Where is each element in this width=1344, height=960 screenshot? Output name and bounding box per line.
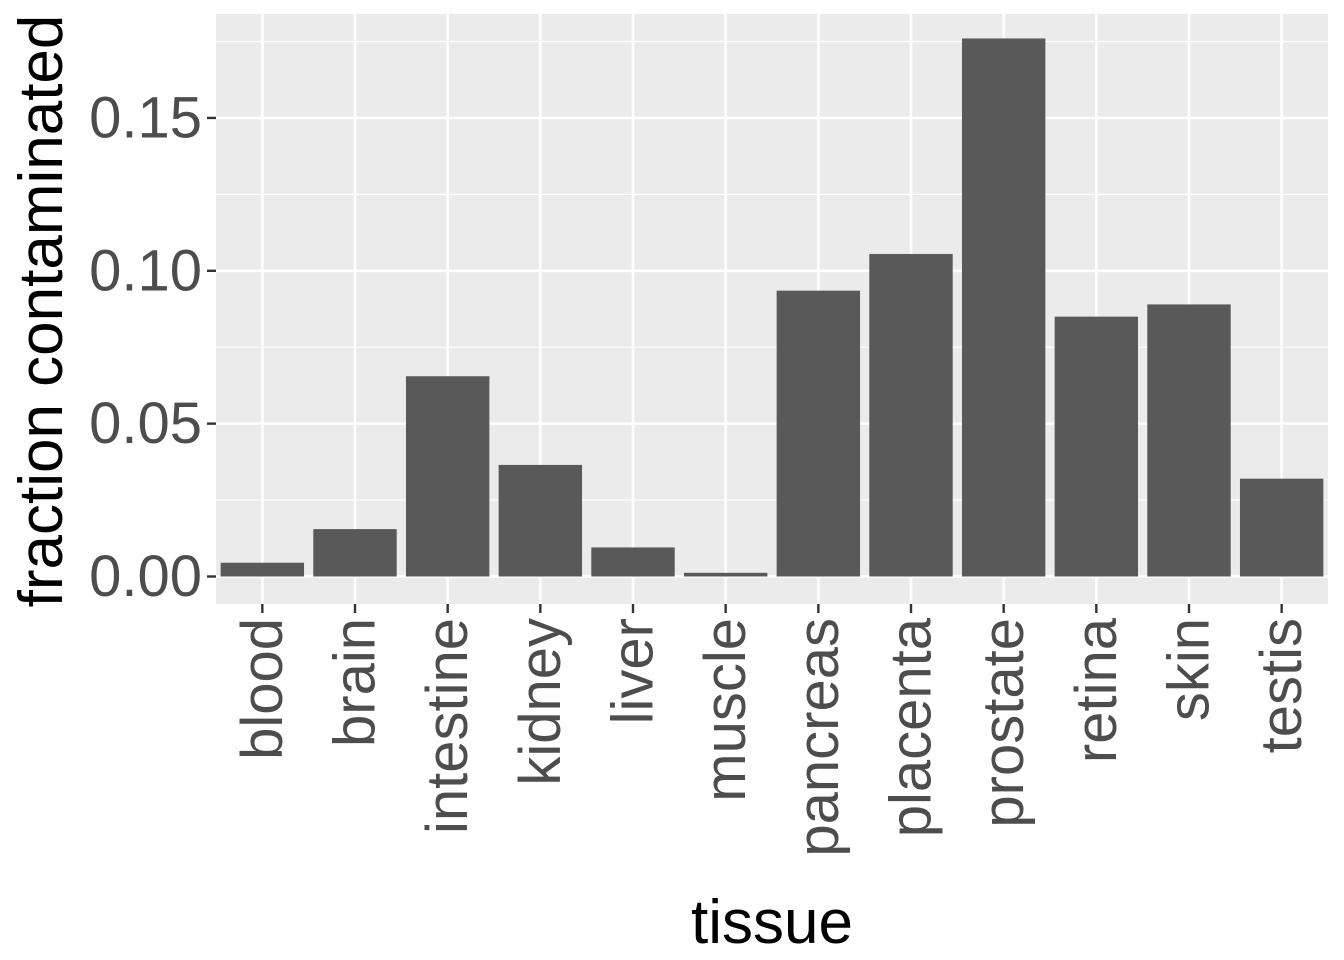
bar-testis: [1239, 478, 1324, 577]
x-tick-label-blood: blood: [230, 618, 295, 760]
minor-gridlines: [216, 40, 1328, 501]
bar-blood: [220, 562, 305, 577]
y-tick-label: 0.10: [89, 238, 202, 303]
x-tick-label-kidney: kidney: [508, 618, 573, 786]
plot-panel: [216, 14, 1328, 604]
x-tick-label-brain: brain: [323, 618, 388, 747]
bar-retina: [1054, 316, 1139, 577]
y-tick-label: 0.00: [89, 544, 202, 609]
bar-brain: [313, 529, 397, 577]
x-axis-title: tissue: [691, 888, 853, 957]
x-tick-label-intestine: intestine: [415, 618, 480, 834]
x-tick-label-testis: testis: [1249, 618, 1314, 753]
bar-intestine: [405, 376, 490, 577]
bar-pancreas: [776, 290, 861, 577]
y-axis-tick-labels: 0.00 0.05 0.10 0.15: [89, 85, 202, 609]
bar-skin: [1147, 304, 1231, 577]
x-axis-tick-labels: blood brain intestine kidney liver muscle panc…: [230, 617, 1314, 856]
bar-kidney: [498, 464, 583, 577]
x-tick-label-placenta: placenta: [879, 617, 944, 837]
bars: [220, 38, 1324, 577]
y-axis-ticks: [207, 116, 216, 578]
x-axis-ticks: [261, 604, 1283, 613]
y-tick-label: 0.15: [89, 85, 202, 150]
bar-muscle: [683, 572, 768, 577]
x-tick-label-pancreas: pancreas: [786, 618, 851, 857]
x-tick-label-muscle: muscle: [693, 618, 758, 802]
y-axis-title: fraction contaminated: [7, 15, 76, 608]
bar-liver: [591, 547, 675, 577]
x-tick-label-prostate: prostate: [971, 618, 1036, 828]
bar-prostate: [961, 38, 1046, 577]
y-tick-label: 0.05: [89, 391, 202, 456]
x-tick-label-liver: liver: [601, 618, 666, 724]
x-tick-label-skin: skin: [1157, 618, 1222, 721]
bar-placenta: [869, 253, 953, 577]
x-tick-label-retina: retina: [1064, 617, 1129, 763]
